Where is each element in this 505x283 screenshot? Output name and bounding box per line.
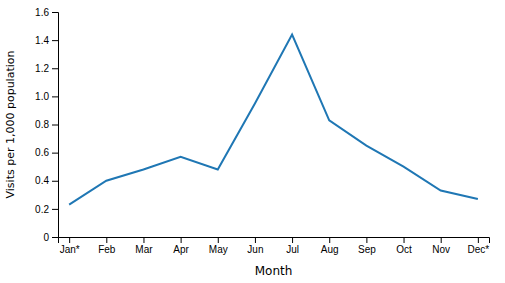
x-axis: Jan* Feb Mar Apr May Jun Jul Aug Sep Oct Nov Dec* <box>59 237 490 255</box>
x-tick: Nov <box>432 237 450 255</box>
y-tick-mark <box>52 125 58 126</box>
x-tick-label: Dec* <box>468 244 490 255</box>
x-tick-mark <box>181 237 182 243</box>
x-tick: Feb <box>98 237 116 255</box>
y-axis-line <box>52 13 59 238</box>
x-tick: Apr <box>173 237 189 255</box>
x-tick: Jul <box>286 237 299 255</box>
y-tick: 1.4 <box>35 35 58 46</box>
y-axis-title: Visits per 1,000 population <box>4 50 17 198</box>
x-tick-mark <box>478 237 479 243</box>
y-tick-mark <box>52 209 58 210</box>
y-tick-mark <box>52 96 58 97</box>
y-tick: 0.6 <box>35 147 58 158</box>
x-tick: Aug <box>321 237 339 255</box>
y-tick-mark <box>52 68 58 69</box>
y-tick: 0.2 <box>35 204 58 215</box>
x-tick-label: Aug <box>321 244 339 255</box>
x-tick: Jan* <box>60 237 80 255</box>
y-tick: 1.2 <box>35 63 58 74</box>
y-tick-label: 1.4 <box>35 35 49 46</box>
y-tick-mark <box>52 181 58 182</box>
y-tick: 1.0 <box>35 91 58 102</box>
y-tick-label: 0.4 <box>35 175 49 186</box>
x-axis-line <box>59 238 490 244</box>
y-axis: 0 0.2 0.4 0.6 0.8 1.0 1.2 1.4 1.6 <box>35 7 58 243</box>
x-tick: Oct <box>396 237 412 255</box>
y-tick-label: 0.8 <box>35 119 49 130</box>
x-axis-title: Month <box>255 264 293 278</box>
x-tick: Dec* <box>468 237 490 255</box>
y-tick: 0 <box>43 232 58 243</box>
x-tick-label: Jan* <box>60 244 80 255</box>
x-tick-label: Jul <box>286 244 299 255</box>
y-tick-label: 1.2 <box>35 63 49 74</box>
y-tick-mark <box>52 40 58 41</box>
y-tick-mark <box>52 237 58 238</box>
x-tick-mark <box>441 237 442 243</box>
x-tick-label: Apr <box>173 244 189 255</box>
x-tick-mark <box>366 237 367 243</box>
x-tick-label: Nov <box>432 244 450 255</box>
plot: Jan*FebMarAprMayJunJulAugSepOctNovDec*00… <box>35 7 489 255</box>
x-tick-mark <box>255 237 256 243</box>
y-tick-label: 0.2 <box>35 204 49 215</box>
y-tick-mark <box>52 12 58 13</box>
x-tick-label: Mar <box>135 244 153 255</box>
line <box>69 35 478 205</box>
x-tick-label: May <box>209 244 228 255</box>
x-tick-label: Feb <box>98 244 116 255</box>
y-tick-label: 1.0 <box>35 91 49 102</box>
x-tick-mark <box>143 237 144 243</box>
x-tick-mark <box>69 237 70 243</box>
marks <box>69 35 478 205</box>
x-tick-mark <box>404 237 405 243</box>
x-tick-mark <box>292 237 293 243</box>
x-tick-label: Jun <box>247 244 263 255</box>
y-tick-label: 0.6 <box>35 147 49 158</box>
y-tick: 0.4 <box>35 175 58 186</box>
x-tick-mark <box>218 237 219 243</box>
y-tick-label: 1.6 <box>35 7 49 18</box>
y-tick-label: 0 <box>43 232 49 243</box>
x-tick: Mar <box>135 237 153 255</box>
x-tick: Jun <box>247 237 263 255</box>
y-tick: 1.6 <box>35 7 58 18</box>
x-tick: Sep <box>358 237 376 255</box>
x-tick: May <box>209 237 228 255</box>
x-tick-label: Oct <box>396 244 412 255</box>
x-tick-label: Sep <box>358 244 376 255</box>
y-tick-mark <box>52 153 58 154</box>
chart: Jan*FebMarAprMayJunJulAugSepOctNovDec*00… <box>0 0 505 283</box>
x-tick-mark <box>106 237 107 243</box>
y-tick: 0.8 <box>35 119 58 130</box>
x-tick-mark <box>329 237 330 243</box>
